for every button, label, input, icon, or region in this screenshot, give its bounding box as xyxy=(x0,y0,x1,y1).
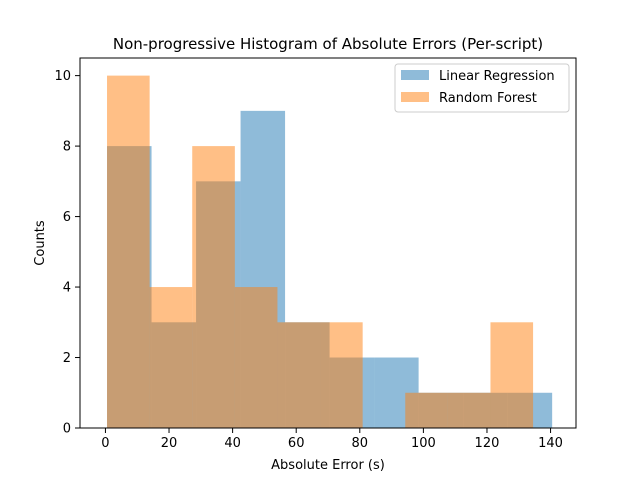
bar-random-forest-8 xyxy=(447,392,491,428)
series-random-forest xyxy=(107,75,534,429)
y-axis-label: Counts xyxy=(33,220,48,266)
x-tick-label-60: 60 xyxy=(288,436,305,451)
x-tick-label-80: 80 xyxy=(352,436,369,451)
legend-swatch-random-forest xyxy=(401,92,429,102)
legend-box xyxy=(394,63,570,113)
y-tick-label-10: 10 xyxy=(54,69,71,84)
x-tick-label-0: 0 xyxy=(101,436,109,451)
bar-random-forest-5 xyxy=(320,322,363,428)
x-axis-label: Absolute Error (s) xyxy=(271,458,385,473)
legend-label-linear-regression: Linear Regression xyxy=(439,69,555,84)
legend-swatch-linear-regression xyxy=(401,70,429,80)
chart-title: Non-progressive Histogram of Absolute Er… xyxy=(113,35,543,53)
bars-layer xyxy=(107,75,553,429)
y-tick-label-4: 4 xyxy=(63,281,71,296)
y-tick-label-6: 6 xyxy=(63,210,71,225)
bar-random-forest-0 xyxy=(107,75,150,429)
y-tick-label-0: 0 xyxy=(63,422,71,437)
bar-random-forest-7 xyxy=(405,392,448,428)
ticks-layer: 0 20 40 60 80 100 120 140 0 2 4 6 8 10 xyxy=(54,69,563,451)
bar-random-forest-9 xyxy=(490,322,534,428)
y-tick-label-8: 8 xyxy=(63,140,71,155)
x-tick-label-100: 100 xyxy=(411,436,436,451)
x-tick-label-20: 20 xyxy=(161,436,178,451)
x-tick-label-120: 120 xyxy=(475,436,500,451)
legend-label-random-forest: Random Forest xyxy=(439,91,537,106)
bar-random-forest-3 xyxy=(234,287,278,428)
bar-random-forest-2 xyxy=(192,146,235,428)
x-tick-label-40: 40 xyxy=(224,436,241,451)
bar-random-forest-1 xyxy=(149,287,193,428)
x-tick-label-140: 140 xyxy=(538,436,563,451)
bar-random-forest-4 xyxy=(277,322,321,428)
plot-frame xyxy=(79,57,577,429)
y-tick-label-2: 2 xyxy=(63,351,71,366)
legend: Linear Regression Random Forest xyxy=(394,63,570,113)
